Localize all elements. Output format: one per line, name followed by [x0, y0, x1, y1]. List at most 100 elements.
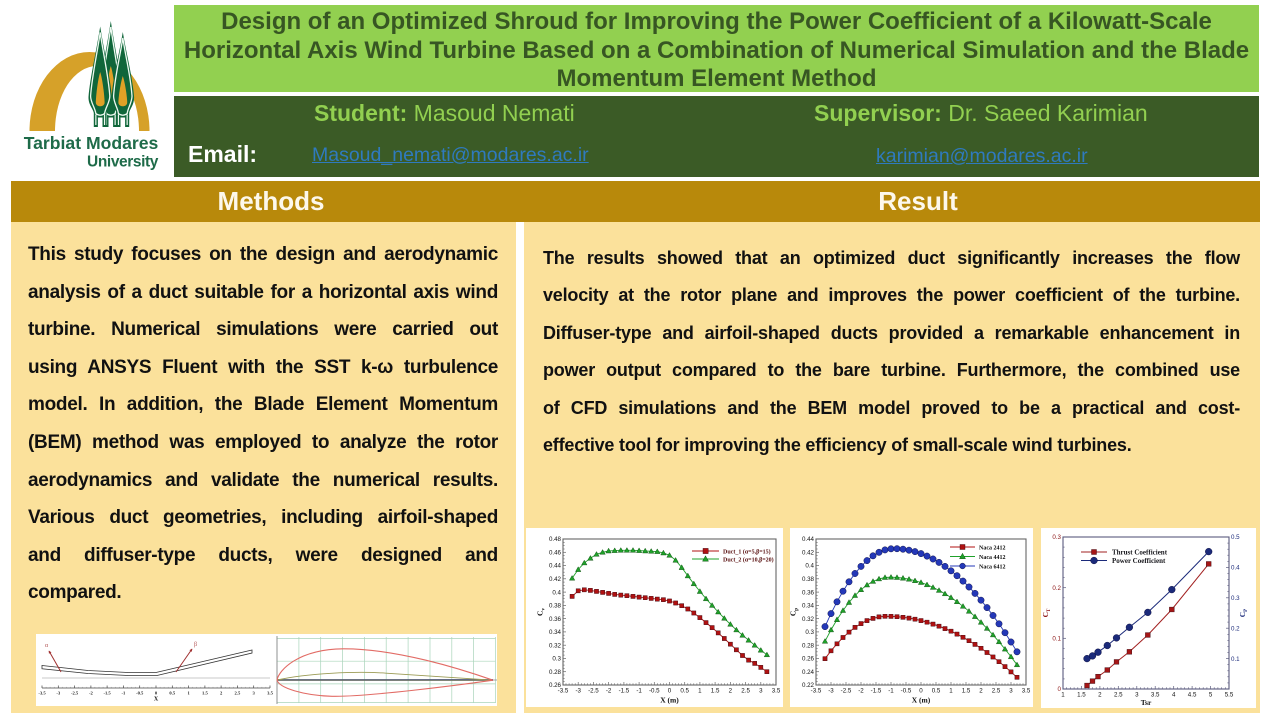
svg-text:-1: -1 — [888, 688, 894, 695]
svg-text:-3.5: -3.5 — [38, 691, 46, 696]
svg-text:X: X — [154, 697, 159, 703]
svg-text:2: 2 — [1098, 692, 1102, 699]
svg-text:β: β — [194, 642, 197, 648]
svg-text:-0.5: -0.5 — [136, 691, 144, 696]
svg-text:0: 0 — [1058, 686, 1062, 693]
svg-text:1.5: 1.5 — [962, 688, 971, 695]
svg-text:-0.5: -0.5 — [649, 688, 660, 695]
svg-text:-3.5: -3.5 — [811, 688, 822, 695]
svg-text:0.26: 0.26 — [802, 656, 815, 663]
svg-text:1.5: 1.5 — [1077, 692, 1086, 699]
svg-text:Naca 2412: Naca 2412 — [979, 545, 1006, 551]
svg-text:0.5: 0.5 — [169, 691, 175, 696]
svg-text:0.1: 0.1 — [1052, 636, 1061, 643]
svg-text:X (m): X (m) — [660, 696, 679, 705]
svg-text:0: 0 — [668, 688, 672, 695]
svg-text:-2.5: -2.5 — [588, 688, 599, 695]
svg-text:Tsr: Tsr — [1141, 698, 1152, 707]
svg-text:0.34: 0.34 — [549, 629, 562, 636]
svg-text:-2: -2 — [858, 688, 864, 695]
svg-text:0.3: 0.3 — [1231, 595, 1240, 602]
svg-text:1.5: 1.5 — [711, 688, 720, 695]
svg-text:2.5: 2.5 — [741, 688, 750, 695]
svg-text:5: 5 — [1209, 692, 1213, 699]
svg-text:1.5: 1.5 — [202, 691, 208, 696]
svg-text:0.4: 0.4 — [552, 589, 561, 596]
svg-text:Duct_1 (α=5,β=15): Duct_1 (α=5,β=15) — [723, 548, 771, 555]
svg-text:3: 3 — [1135, 692, 1139, 699]
svg-text:0.3: 0.3 — [805, 629, 814, 636]
svg-text:-0.5: -0.5 — [901, 688, 912, 695]
svg-text:-2: -2 — [89, 691, 94, 696]
svg-text:0.44: 0.44 — [549, 563, 562, 570]
svg-text:Cp: Cp — [790, 608, 800, 616]
svg-text:0.44: 0.44 — [802, 536, 815, 543]
svg-text:2: 2 — [220, 691, 223, 696]
svg-text:Tarbiat Modares: Tarbiat Modares — [24, 133, 159, 153]
svg-text:0.4: 0.4 — [1231, 565, 1240, 572]
svg-text:0.36: 0.36 — [549, 616, 562, 623]
svg-text:CP: CP — [1238, 609, 1249, 617]
svg-text:0.28: 0.28 — [802, 642, 815, 649]
svg-text:-3: -3 — [56, 691, 61, 696]
svg-text:0.46: 0.46 — [549, 550, 562, 557]
svg-text:0.5: 0.5 — [932, 688, 941, 695]
svg-text:0.4: 0.4 — [805, 563, 814, 570]
svg-text:2: 2 — [729, 688, 733, 695]
svg-text:0.36: 0.36 — [802, 589, 815, 596]
svg-text:0.26: 0.26 — [549, 682, 562, 689]
svg-text:0.2: 0.2 — [1052, 585, 1061, 592]
svg-text:-1: -1 — [121, 691, 126, 696]
svg-text:-3: -3 — [828, 688, 834, 695]
svg-text:3: 3 — [253, 691, 256, 696]
svg-text:0.5: 0.5 — [680, 688, 689, 695]
svg-text:0.5: 0.5 — [1231, 534, 1240, 541]
svg-text:0.38: 0.38 — [549, 603, 562, 610]
svg-text:-3.5: -3.5 — [558, 688, 569, 695]
svg-text:2: 2 — [979, 688, 983, 695]
svg-text:0: 0 — [155, 691, 158, 696]
svg-text:-2.5: -2.5 — [841, 688, 852, 695]
svg-text:0.38: 0.38 — [802, 576, 815, 583]
svg-text:-1.5: -1.5 — [619, 688, 630, 695]
svg-text:1: 1 — [698, 688, 702, 695]
svg-text:2.5: 2.5 — [992, 688, 1001, 695]
svg-text:0.48: 0.48 — [549, 536, 562, 543]
svg-text:-1.5: -1.5 — [871, 688, 882, 695]
svg-text:3: 3 — [759, 688, 763, 695]
svg-text:0.32: 0.32 — [549, 642, 562, 649]
svg-text:3.5: 3.5 — [267, 691, 273, 696]
svg-text:-2: -2 — [606, 688, 612, 695]
svg-text:0.1: 0.1 — [1231, 656, 1240, 663]
svg-text:0.24: 0.24 — [802, 669, 815, 676]
svg-text:0.3: 0.3 — [1052, 534, 1061, 541]
svg-text:0.28: 0.28 — [549, 669, 562, 676]
svg-text:3.5: 3.5 — [772, 688, 781, 695]
svg-text:0.22: 0.22 — [802, 682, 815, 689]
svg-text:4.5: 4.5 — [1188, 692, 1197, 699]
svg-text:3.5: 3.5 — [1151, 692, 1160, 699]
svg-text:Naca 4412: Naca 4412 — [979, 555, 1006, 561]
svg-text:-1: -1 — [636, 688, 642, 695]
svg-text:Naca 6412: Naca 6412 — [979, 564, 1006, 570]
svg-text:CT: CT — [1041, 608, 1052, 617]
svg-text:Thrust Coefficient: Thrust Coefficient — [1112, 549, 1168, 557]
svg-text:0.42: 0.42 — [549, 576, 562, 583]
svg-text:Cv: Cv — [536, 608, 547, 616]
svg-text:3: 3 — [1009, 688, 1013, 695]
svg-text:2.5: 2.5 — [1114, 692, 1123, 699]
svg-text:5.5: 5.5 — [1225, 692, 1234, 699]
svg-text:-2.5: -2.5 — [71, 691, 79, 696]
svg-text:0.3: 0.3 — [552, 656, 561, 663]
svg-text:University: University — [87, 154, 159, 171]
svg-text:-1.5: -1.5 — [103, 691, 111, 696]
svg-text:1: 1 — [187, 691, 190, 696]
svg-text:Power Coefficient: Power Coefficient — [1112, 557, 1166, 565]
svg-text:2.5: 2.5 — [235, 691, 241, 696]
svg-text:4: 4 — [1172, 692, 1176, 699]
svg-text:0.42: 0.42 — [802, 550, 815, 557]
svg-text:0.32: 0.32 — [802, 616, 815, 623]
svg-text:0.34: 0.34 — [802, 603, 815, 610]
svg-text:-3: -3 — [575, 688, 581, 695]
svg-text:α: α — [45, 643, 49, 649]
